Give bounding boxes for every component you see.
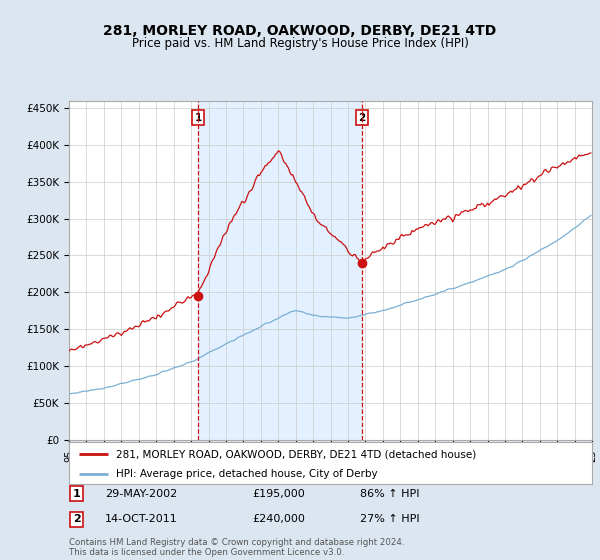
- Text: 281, MORLEY ROAD, OAKWOOD, DERBY, DE21 4TD: 281, MORLEY ROAD, OAKWOOD, DERBY, DE21 4…: [103, 24, 497, 38]
- Text: £195,000: £195,000: [252, 489, 305, 499]
- Text: HPI: Average price, detached house, City of Derby: HPI: Average price, detached house, City…: [116, 469, 378, 479]
- Text: 1: 1: [194, 113, 202, 123]
- Text: £240,000: £240,000: [252, 514, 305, 524]
- Text: 14-OCT-2011: 14-OCT-2011: [105, 514, 178, 524]
- Text: Contains HM Land Registry data © Crown copyright and database right 2024.
This d: Contains HM Land Registry data © Crown c…: [69, 538, 404, 557]
- Text: 86% ↑ HPI: 86% ↑ HPI: [360, 489, 419, 499]
- Text: 2: 2: [358, 113, 365, 123]
- Text: 2: 2: [73, 514, 80, 524]
- Text: 29-MAY-2002: 29-MAY-2002: [105, 489, 177, 499]
- Bar: [198, 101, 362, 440]
- Text: Price paid vs. HM Land Registry's House Price Index (HPI): Price paid vs. HM Land Registry's House …: [131, 37, 469, 50]
- Text: 27% ↑ HPI: 27% ↑ HPI: [360, 514, 419, 524]
- Text: 1: 1: [73, 489, 80, 499]
- Text: 281, MORLEY ROAD, OAKWOOD, DERBY, DE21 4TD (detached house): 281, MORLEY ROAD, OAKWOOD, DERBY, DE21 4…: [116, 449, 476, 459]
